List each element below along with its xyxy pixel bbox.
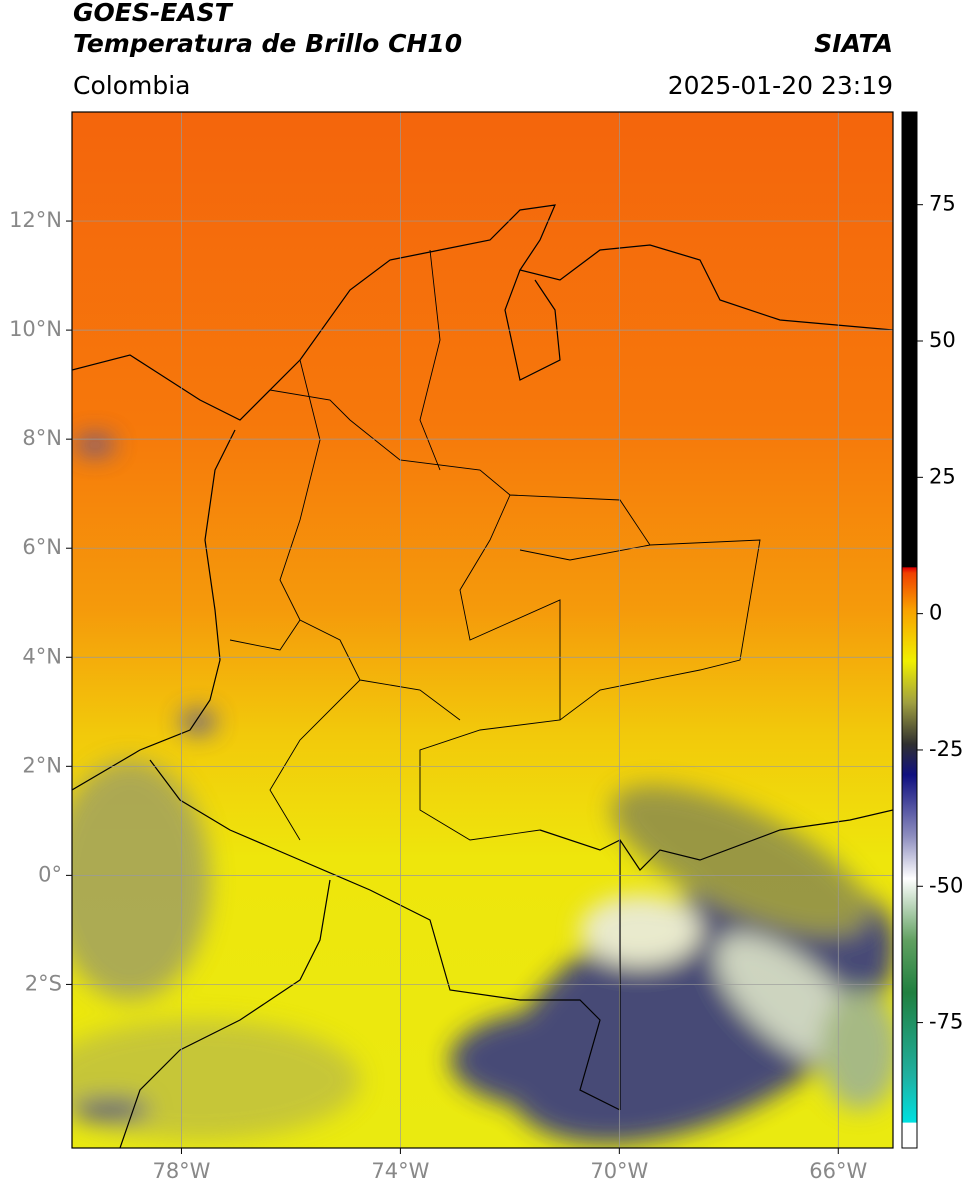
colorbar-tick-label: -50 (929, 873, 963, 897)
source: SIATA (814, 29, 893, 58)
y-tick-label: 8°N (22, 426, 62, 450)
x-tick-label: 78°W (152, 1159, 210, 1183)
colorbar-tick-label: 50 (929, 328, 956, 352)
y-tick-label: 12°N (9, 208, 62, 232)
x-tick-label: 66°W (809, 1159, 867, 1183)
y-tick-label: 2°N (22, 753, 62, 777)
x-tick-label: 74°W (371, 1159, 429, 1183)
colorbar-tick-label: 75 (929, 192, 956, 216)
colorbar-tick-label: -75 (929, 1010, 963, 1034)
map-frame (71, 111, 894, 1149)
y-tick-label: 10°N (9, 317, 62, 341)
colorbar-tick-label: 0 (929, 601, 942, 625)
colorbar-tick-label: 25 (929, 464, 956, 488)
x-tick-label: 70°W (590, 1159, 648, 1183)
map-image (72, 112, 893, 1148)
y-tick-label: 2°S (25, 971, 62, 995)
region: Colombia (73, 71, 190, 100)
timestamp: 2025-01-20 23:19 (668, 71, 893, 100)
colorbar-tick-label: -25 (929, 737, 963, 761)
product: Temperatura de Brillo CH10 (73, 29, 462, 58)
y-tick-label: 0° (38, 862, 62, 886)
y-tick-label: 6°N (22, 535, 62, 559)
colorbar (901, 111, 918, 1149)
satellite: GOES-EAST (73, 0, 234, 27)
y-tick-label: 4°N (22, 644, 62, 668)
